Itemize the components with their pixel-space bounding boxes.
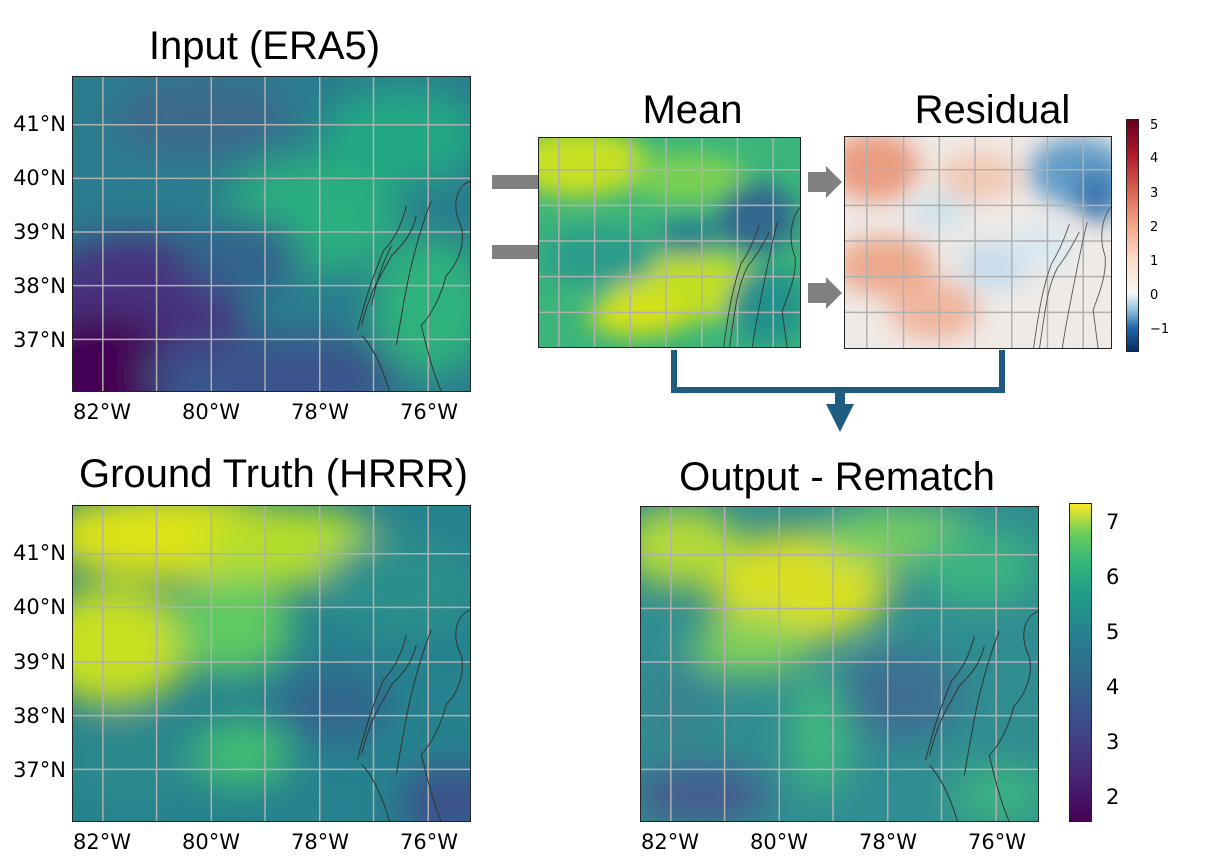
gt-lat-tick: 37°N: [13, 758, 66, 782]
output-colorbar: [1069, 503, 1092, 822]
coastline-icon: [357, 180, 470, 391]
residual-cbar-tick: −1: [1150, 322, 1170, 337]
output-panel-title: Output - Rematch: [679, 455, 995, 499]
input-lat-tick: 41°N: [13, 112, 66, 136]
gt-lon-tick: 78°W: [291, 830, 349, 854]
ground-truth-panel-title: Ground Truth (HRRR): [79, 452, 468, 496]
input-panel-title: Input (ERA5): [148, 24, 381, 68]
input-lon-tick: 78°W: [291, 400, 349, 424]
blue-merge-arrow-icon: [671, 350, 1005, 432]
output-cbar-tick: 4: [1106, 675, 1120, 699]
output-cbar-tick: 3: [1106, 730, 1120, 754]
residual-map: [844, 136, 1112, 349]
residual-cbar-tick: 2: [1150, 220, 1159, 235]
residual-cbar-tick: 0: [1150, 288, 1159, 303]
residual-cbar-tick: 5: [1150, 118, 1159, 133]
input-grid: [73, 77, 470, 391]
gt-lat-tick: 39°N: [13, 650, 66, 674]
input-map: [72, 76, 471, 392]
output-map: [640, 506, 1039, 822]
output-cbar-tick: 7: [1106, 510, 1120, 534]
input-lon-tick: 82°W: [73, 400, 131, 424]
input-lat-tick: 38°N: [13, 274, 66, 298]
ground-truth-map: [72, 505, 471, 822]
output-lon-tick: 82°W: [641, 830, 699, 854]
mean-map: [538, 137, 801, 348]
gt-lon-tick: 76°W: [400, 830, 458, 854]
mean-panel-title: Mean: [642, 88, 743, 132]
output-lon-tick: 76°W: [968, 830, 1026, 854]
residual-cbar-tick: 3: [1150, 186, 1159, 201]
gt-lat-tick: 41°N: [13, 541, 66, 565]
input-lon-tick: 76°W: [400, 400, 458, 424]
output-lon-tick: 78°W: [859, 830, 917, 854]
residual-colorbar: [1126, 119, 1139, 352]
input-lat-tick: 37°N: [13, 328, 66, 352]
output-cbar-tick: 6: [1106, 565, 1120, 589]
output-cbar-tick: 2: [1106, 785, 1120, 809]
gt-lat-tick: 40°N: [13, 595, 66, 619]
input-lon-tick: 80°W: [182, 400, 240, 424]
residual-panel-title: Residual: [914, 88, 1071, 132]
residual-cbar-tick: 1: [1150, 254, 1159, 269]
gt-lat-tick: 38°N: [13, 704, 66, 728]
input-lat-tick: 40°N: [13, 166, 66, 190]
output-lon-tick: 80°W: [750, 830, 808, 854]
gt-lon-tick: 82°W: [73, 830, 131, 854]
gt-lon-tick: 80°W: [182, 830, 240, 854]
output-cbar-tick: 5: [1106, 620, 1120, 644]
input-lat-tick: 39°N: [13, 220, 66, 244]
residual-cbar-tick: 4: [1150, 151, 1159, 166]
